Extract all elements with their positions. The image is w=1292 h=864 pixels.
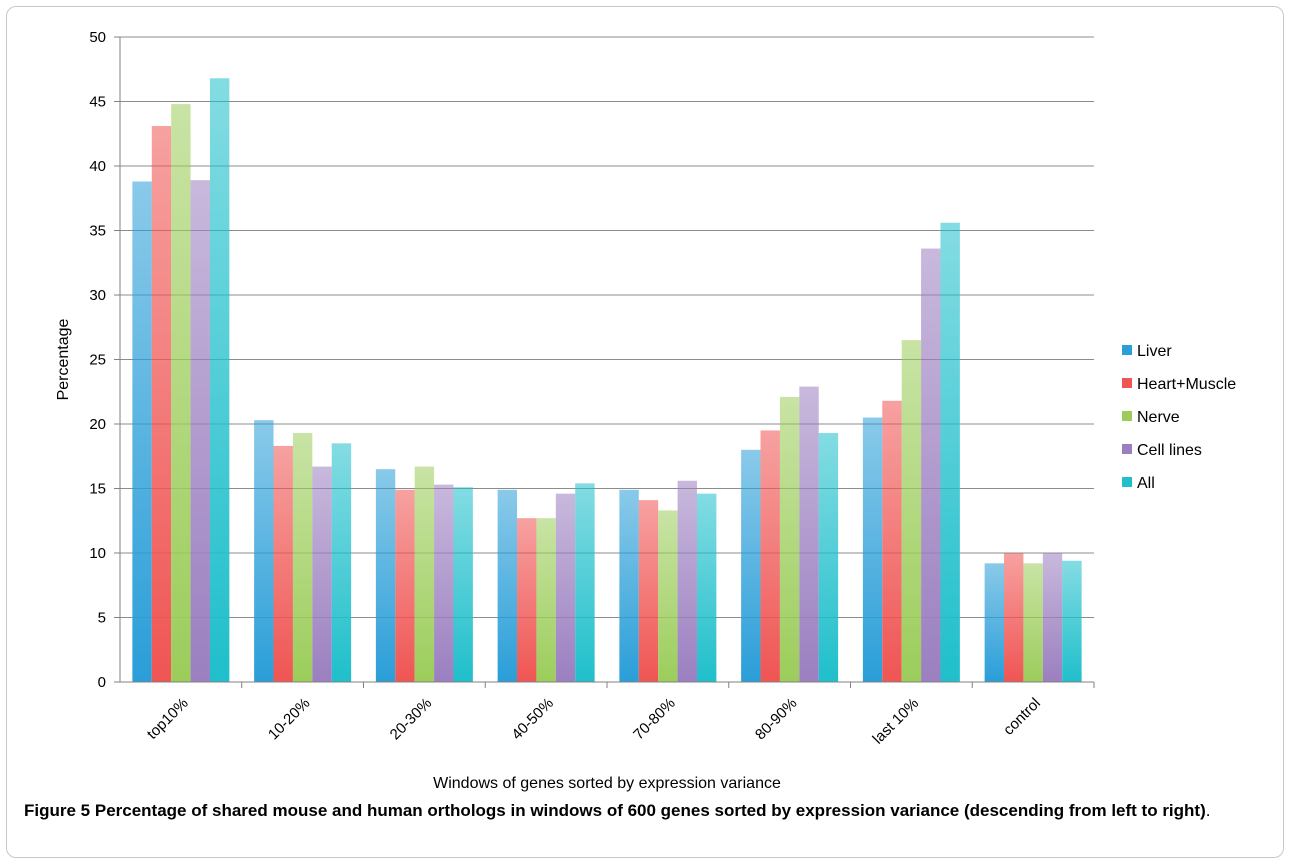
bar-liver [497, 489, 518, 682]
x-tick-label: 80-90% [752, 695, 801, 744]
figure-caption: Figure 5 Percentage of shared mouse and … [24, 798, 1269, 823]
bar-nerve [658, 510, 678, 682]
bar-all [818, 433, 839, 682]
bar-liver [254, 420, 274, 682]
x-tick-label: control [1000, 695, 1044, 739]
legend-label: Cell lines [1137, 442, 1202, 459]
bar-heart-muscle [882, 400, 902, 682]
bar-heart-muscle [151, 126, 172, 682]
legend-swatch [1122, 477, 1132, 487]
y-tick-label: 30 [89, 287, 106, 304]
bar-nerve [1023, 563, 1043, 682]
bar-heart-muscle [395, 489, 415, 682]
bar-liver [984, 563, 1005, 682]
bar-heart-muscle [517, 518, 537, 682]
bar-heart-muscle [273, 445, 293, 682]
legend-label: Liver [1137, 343, 1172, 360]
caption-text: Percentage of shared mouse and human ort… [94, 801, 1206, 820]
x-tick-label: top10% [144, 695, 192, 743]
legend-swatch [1122, 411, 1132, 421]
legend-label: Nerve [1137, 409, 1180, 426]
legend-swatch [1122, 378, 1132, 388]
legend-label: All [1137, 475, 1155, 492]
x-axis-title: Windows of genes sorted by expression va… [433, 775, 781, 792]
bar-nerve [901, 340, 922, 682]
y-tick-label: 5 [98, 610, 106, 627]
y-tick-label: 45 [89, 94, 106, 111]
bar-chart: 0 5 10 15 20 25 30 35 40 45 50 top10% 10-20% 20-30% 4… [55, 29, 1236, 792]
bar-nerve [414, 466, 435, 682]
bar-all [575, 483, 595, 682]
bar-heart-muscle [638, 500, 659, 682]
bar-heart-muscle [760, 430, 780, 682]
y-tick-label: 25 [89, 352, 106, 369]
bar-cell-lines [799, 386, 819, 682]
x-tick-label: 20-30% [387, 695, 436, 744]
caption-label: Figure 5 [24, 801, 91, 820]
bar-heart-muscle [1004, 553, 1024, 682]
legend: Liver Heart+Muscle Nerve Cell lines All [1122, 343, 1236, 492]
x-tick-label: 70-80% [630, 695, 679, 744]
bar-all [940, 222, 960, 682]
bar-liver [619, 489, 639, 682]
legend-swatch [1122, 345, 1132, 355]
bar-cell-lines [1042, 553, 1063, 682]
y-tick-label: 35 [89, 223, 106, 240]
bar-cell-lines [190, 180, 210, 682]
bar-all [209, 78, 230, 682]
bar-all [453, 487, 473, 682]
x-tick-labels: top10% 10-20% 20-30% 40-50% 70-80% 80-90% last… [144, 682, 1095, 748]
y-tick-label: 0 [98, 674, 106, 691]
bar-liver [862, 417, 883, 682]
bar-cell-lines [312, 466, 332, 682]
y-tick-label: 50 [89, 29, 106, 46]
bar-all [331, 443, 352, 682]
bar-cell-lines [921, 248, 941, 682]
bar-liver [132, 181, 152, 683]
bars [132, 78, 1082, 683]
x-tick-label: 10-20% [265, 695, 314, 744]
y-tick-label: 40 [89, 158, 106, 175]
x-tick-label: last 10% [869, 695, 922, 748]
bar-cell-lines [434, 484, 454, 682]
bar-liver [741, 449, 761, 682]
y-tick-labels: 0 5 10 15 20 25 30 35 40 45 50 [89, 29, 106, 691]
y-axis-title: Percentage [55, 318, 72, 400]
figure-frame [6, 6, 1284, 858]
bar-nerve [779, 396, 800, 682]
bar-all [1062, 560, 1082, 682]
bar-cell-lines [555, 493, 576, 682]
bar-liver [375, 469, 396, 682]
y-tick-label: 20 [89, 416, 106, 433]
bar-nerve [536, 518, 556, 682]
legend-label: Heart+Muscle [1137, 376, 1236, 393]
y-tick-label: 15 [89, 481, 106, 498]
bar-nerve [171, 104, 191, 682]
x-tick-label: 40-50% [508, 695, 557, 744]
legend-swatch [1122, 444, 1132, 454]
y-tick-label: 10 [89, 545, 106, 562]
bar-all [696, 493, 717, 682]
bar-nerve [292, 433, 313, 682]
bar-cell-lines [677, 480, 697, 682]
caption-tail: . [1205, 801, 1211, 820]
